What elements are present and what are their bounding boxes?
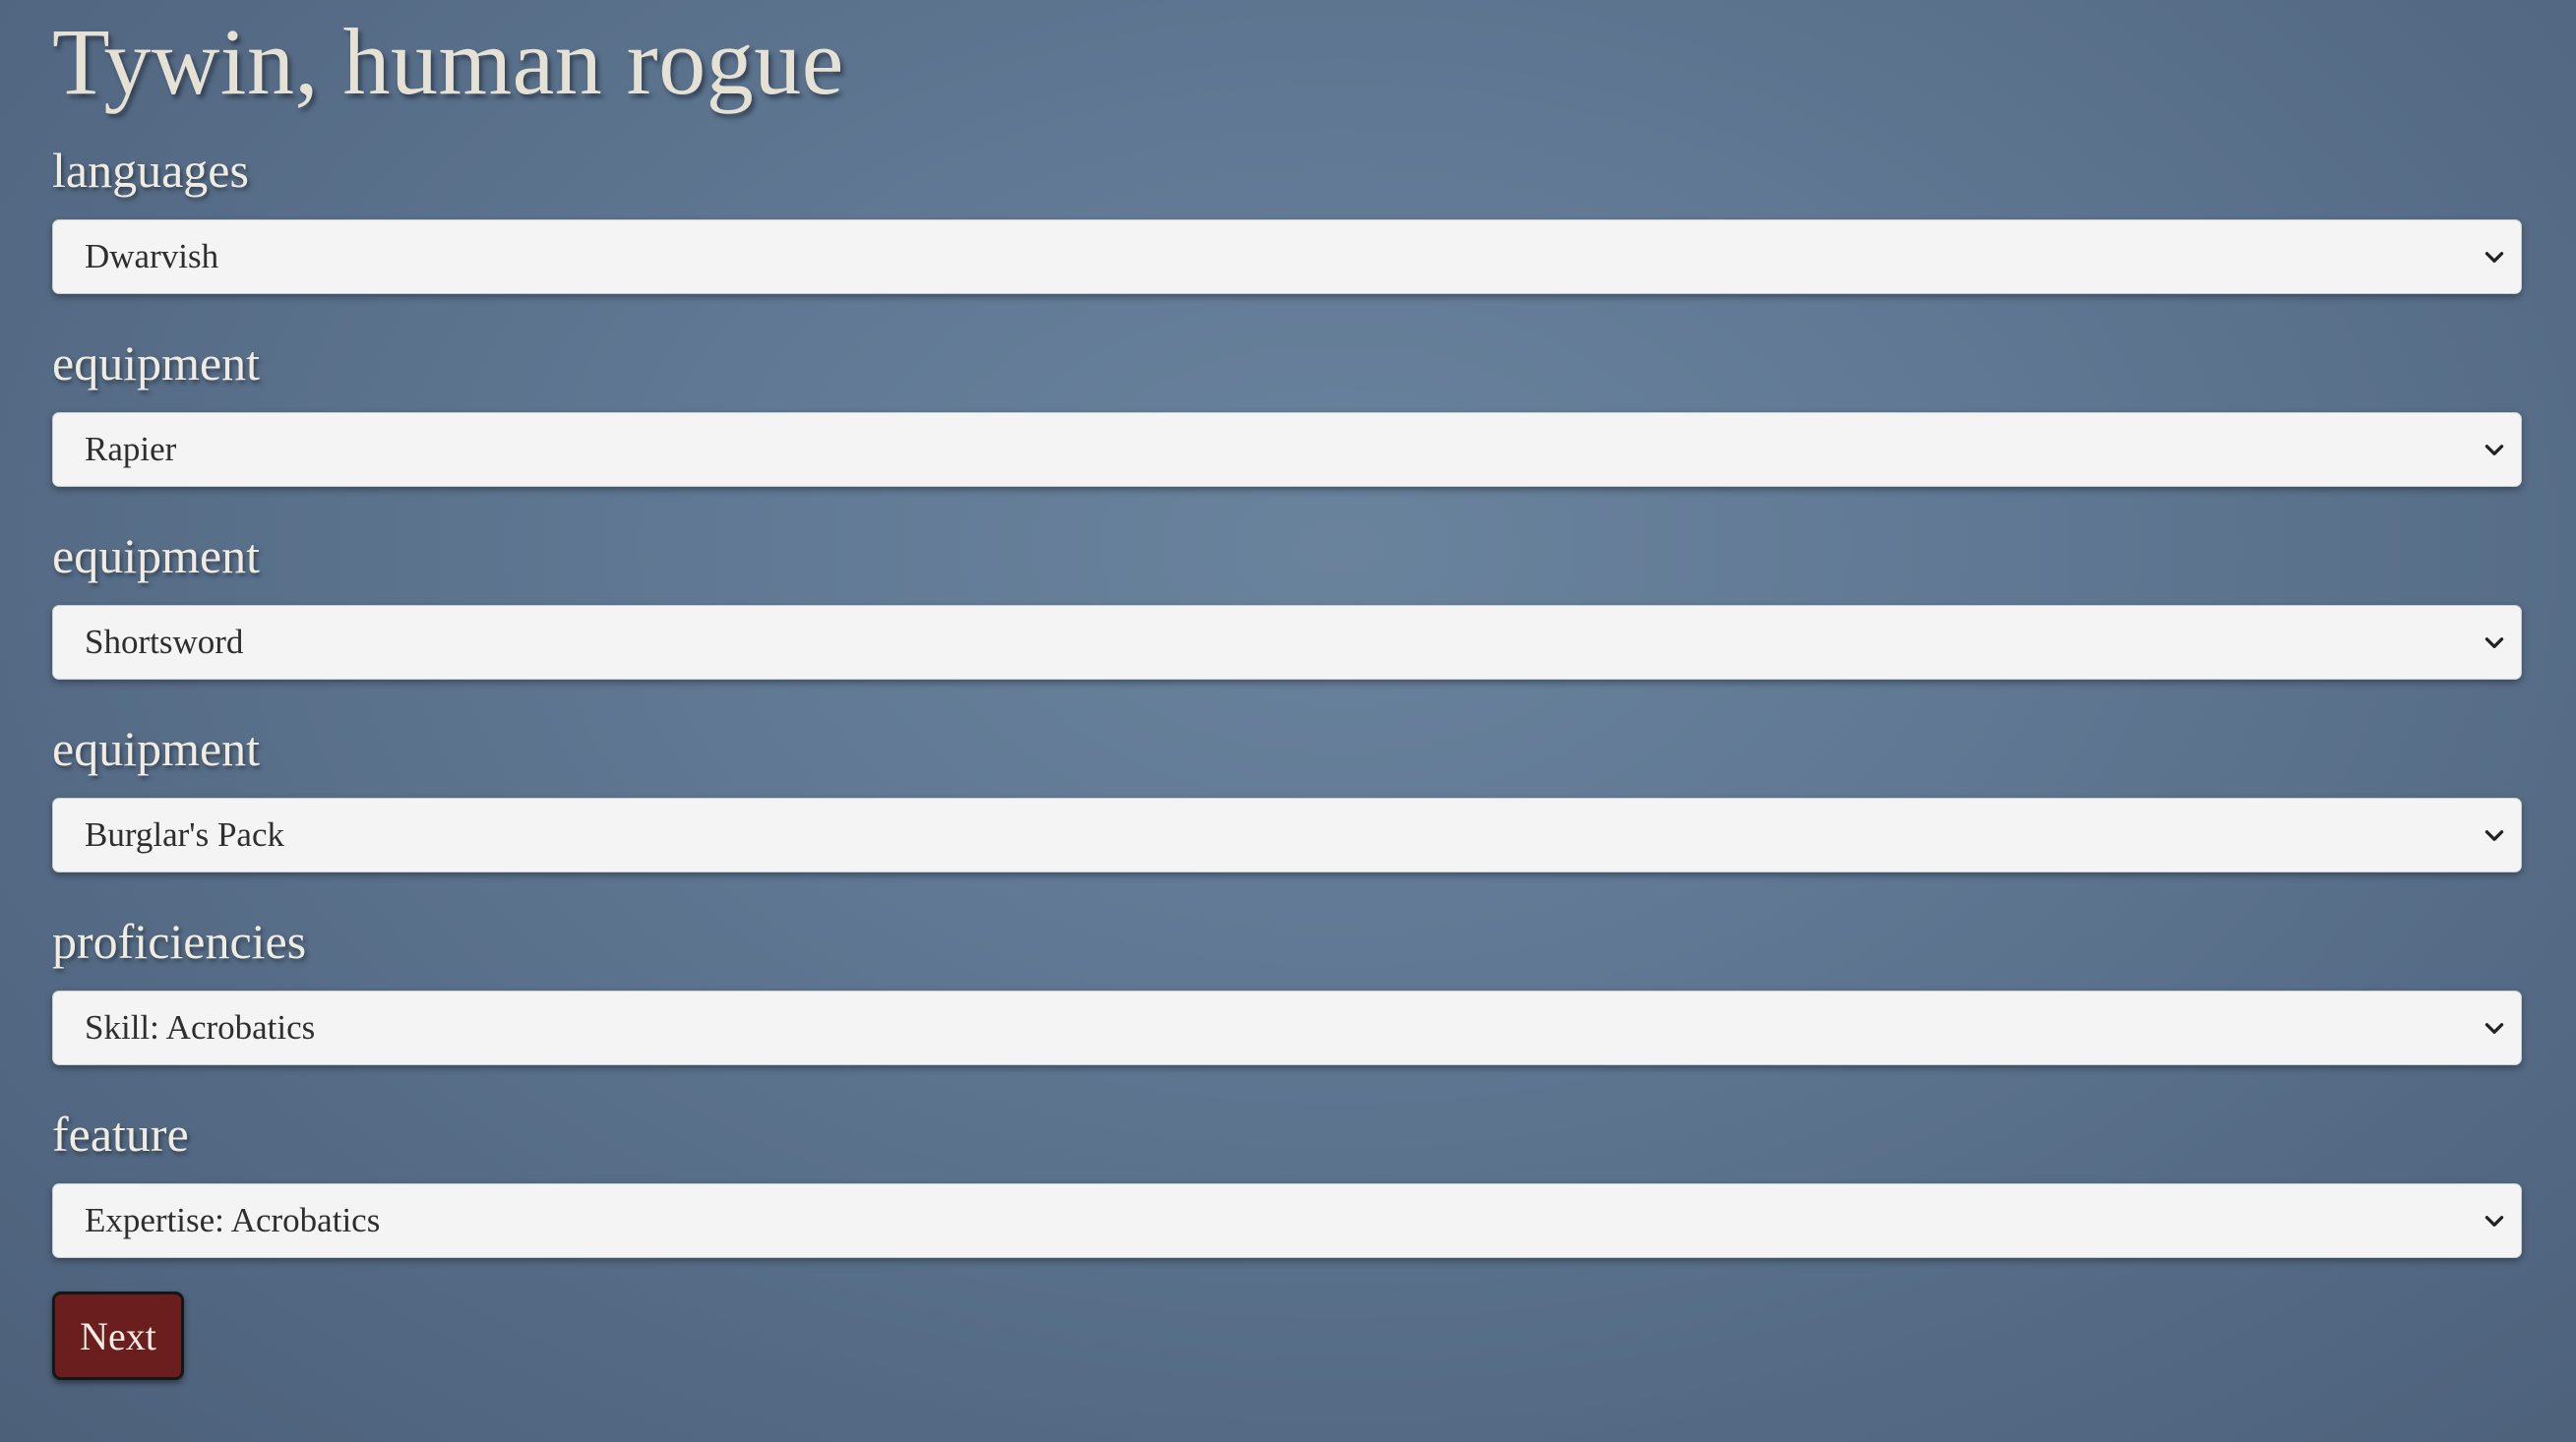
feature-select[interactable]: Expertise: Acrobatics bbox=[52, 1183, 2522, 1258]
equipment-select-1[interactable]: Rapier bbox=[52, 412, 2522, 487]
field-label-equipment: equipment bbox=[52, 335, 261, 391]
field-label-feature: feature bbox=[52, 1107, 189, 1162]
field-languages: languages Dwarvish bbox=[52, 141, 2522, 294]
chevron-down-icon bbox=[2484, 1023, 2504, 1034]
chevron-down-icon bbox=[2484, 830, 2504, 841]
equipment-select-value: Rapier bbox=[85, 430, 177, 468]
field-label-languages: languages bbox=[52, 143, 249, 198]
equipment-select-value: Burglar's Pack bbox=[85, 815, 284, 854]
languages-select-value: Dwarvish bbox=[85, 237, 219, 275]
chevron-down-icon bbox=[2484, 445, 2504, 455]
field-proficiencies: proficiencies Skill: Acrobatics bbox=[52, 912, 2522, 1065]
field-equipment-1: equipment Rapier bbox=[52, 333, 2522, 487]
field-equipment-2: equipment Shortsword bbox=[52, 526, 2522, 680]
proficiencies-select-value: Skill: Acrobatics bbox=[85, 1008, 316, 1047]
proficiencies-select[interactable]: Skill: Acrobatics bbox=[52, 991, 2522, 1065]
field-label-proficiencies: proficiencies bbox=[52, 914, 307, 969]
languages-select[interactable]: Dwarvish bbox=[52, 219, 2522, 294]
chevron-down-icon bbox=[2484, 252, 2504, 263]
equipment-select-2[interactable]: Shortsword bbox=[52, 605, 2522, 680]
field-label-equipment: equipment bbox=[52, 528, 261, 583]
field-feature: feature Expertise: Acrobatics bbox=[52, 1105, 2522, 1258]
feature-select-value: Expertise: Acrobatics bbox=[85, 1201, 381, 1239]
page-title: Tywin, human rogue bbox=[52, 9, 844, 114]
field-equipment-3: equipment Burglar's Pack bbox=[52, 719, 2522, 872]
equipment-select-value: Shortsword bbox=[85, 623, 244, 661]
next-button[interactable]: Next bbox=[52, 1292, 184, 1380]
field-label-equipment: equipment bbox=[52, 721, 261, 776]
chevron-down-icon bbox=[2484, 637, 2504, 648]
chevron-down-icon bbox=[2484, 1216, 2504, 1227]
equipment-select-3[interactable]: Burglar's Pack bbox=[52, 798, 2522, 872]
